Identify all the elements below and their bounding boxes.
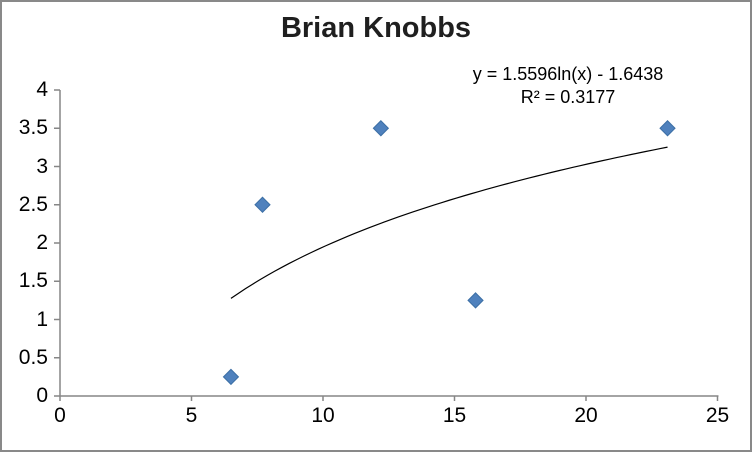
data-point-marker[interactable] <box>659 120 676 137</box>
x-tick-label: 0 <box>54 404 66 427</box>
y-tick-label: 1.5 <box>18 269 48 293</box>
data-point-marker[interactable] <box>222 368 240 386</box>
y-tick-label: 0 <box>36 384 48 407</box>
y-tick-label: 2 <box>36 231 48 254</box>
y-tick-label: 2.5 <box>18 192 48 216</box>
y-tick-label: 4 <box>36 78 48 101</box>
chart-title[interactable]: Brian Knobbs <box>280 12 472 44</box>
x-tick-label: 25 <box>705 404 730 427</box>
data-point-marker[interactable] <box>254 196 271 213</box>
y-tick-label: 3 <box>36 154 48 178</box>
trendline-label[interactable]: y = 1.5596ln(x) - 1.6438 R² = 0.3177 <box>448 63 688 109</box>
x-tick-label: 20 <box>574 404 598 427</box>
data-point-marker[interactable] <box>467 292 484 309</box>
trendline-r-squared: R² = 0.3177 <box>520 87 616 107</box>
x-tick-label: 15 <box>442 404 467 427</box>
data-point-marker[interactable] <box>372 120 390 137</box>
y-tick-label: 1 <box>36 307 48 331</box>
trendline-equation: y = 1.5596ln(x) - 1.6438 <box>472 64 664 84</box>
x-tick-label: 10 <box>311 404 335 427</box>
y-tick-label: 0.5 <box>18 345 48 369</box>
y-tick-label: 3.5 <box>18 116 48 140</box>
trendline-curve[interactable] <box>230 146 668 299</box>
x-tick-label: 5 <box>185 404 198 427</box>
